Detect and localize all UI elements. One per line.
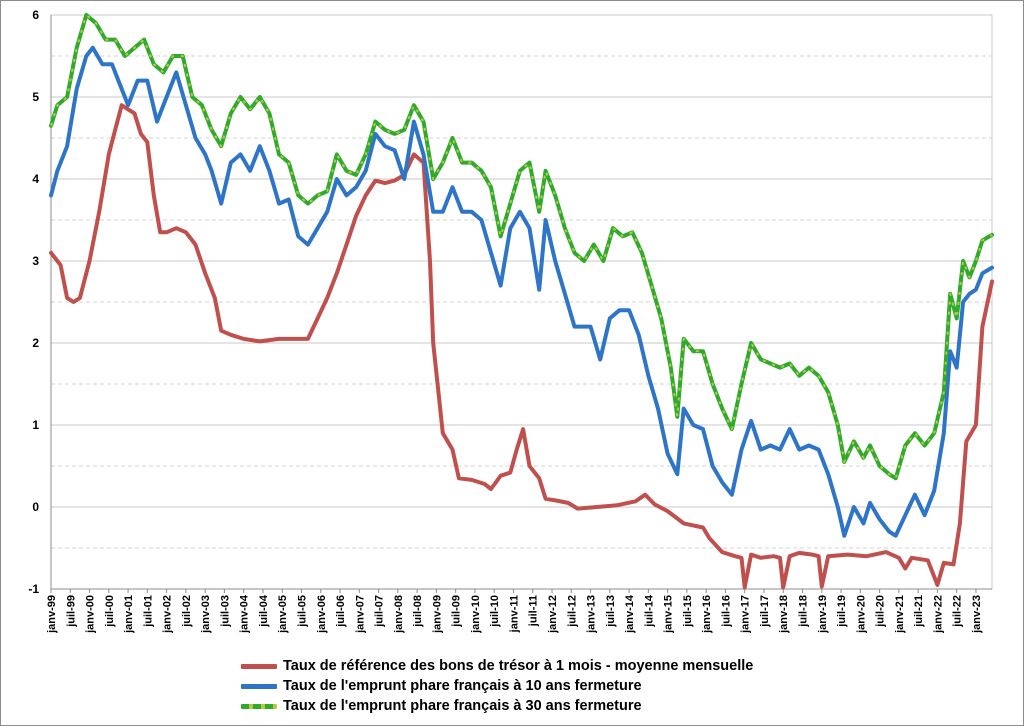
y-tick-label: 5	[32, 90, 39, 104]
x-tick-label: juil-02	[181, 595, 193, 628]
x-tick-label: janv-14	[624, 594, 636, 634]
x-tick-label: janv-04	[239, 594, 251, 634]
x-tick-label: juil-05	[297, 595, 309, 628]
series-line-1	[49, 103, 994, 590]
x-tick-label: juil-14	[643, 594, 655, 628]
x-tick-label: juil-19	[836, 595, 848, 628]
x-tick-label: juil-99	[65, 595, 77, 628]
x-tick-label: janv-10	[470, 595, 482, 634]
series-line-2	[49, 45, 994, 538]
x-tick-label: janv-15	[663, 595, 675, 634]
x-tick-label: janv-00	[85, 595, 97, 634]
x-tick-label: juil-12	[566, 595, 578, 628]
x-tick-label: janv-22	[932, 595, 944, 634]
y-tick-label: 2	[32, 336, 39, 350]
series-lines	[49, 13, 994, 590]
y-tick-label: 6	[32, 8, 39, 22]
x-axis: janv-99 juil-99 janv-00 juil-00 janv-01 juil-…	[46, 588, 992, 634]
x-tick-label: juil-21	[913, 595, 925, 628]
y-axis: -1 0 1 2 3 4 5 6	[28, 8, 52, 596]
y-tick-label: -1	[28, 582, 39, 596]
x-tick-label: juil-11	[528, 595, 540, 627]
x-tick-label: juil-00	[104, 595, 116, 628]
x-tick-label: juil-20	[875, 595, 887, 628]
x-tick-label: janv-11	[508, 595, 520, 633]
x-tick-label: janv-21	[894, 595, 906, 634]
x-tick-label: janv-19	[817, 595, 829, 634]
y-tick-label: 4	[32, 172, 39, 186]
x-tick-label: janv-05	[277, 595, 289, 634]
legend-item-30y: Taux de l'emprunt phare français à 30 an…	[241, 696, 753, 716]
legend-swatch	[241, 663, 277, 669]
legend: Taux de référence des bons de trésor à 1…	[241, 656, 753, 716]
x-tick-label: juil-17	[759, 595, 771, 628]
legend-label: Taux de référence des bons de trésor à 1…	[283, 658, 754, 674]
series-line-3	[49, 13, 994, 481]
series-line-3-dash-overlay	[50, 14, 993, 480]
legend-item-1m: Taux de référence des bons de trésor à 1…	[241, 656, 753, 676]
x-tick-label: janv-12	[547, 595, 559, 634]
legend-label: Taux de l'emprunt phare français à 10 an…	[283, 678, 642, 694]
x-tick-label: juil-03	[219, 595, 231, 628]
x-tick-label: juil-07	[374, 595, 386, 628]
x-tick-label: janv-20	[855, 595, 867, 634]
x-tick-label: juil-15	[682, 595, 694, 628]
legend-swatch	[241, 703, 277, 709]
x-tick-label: juil-10	[489, 595, 501, 628]
y-tick-label: 1	[32, 418, 39, 432]
y-tick-label: 3	[32, 254, 39, 268]
x-tick-label: juil-08	[412, 595, 424, 628]
x-tick-label: juil-06	[335, 595, 347, 628]
x-tick-label: juil-04	[258, 594, 270, 628]
legend-item-10y: Taux de l'emprunt phare français à 10 an…	[241, 676, 753, 696]
x-tick-label: janv-99	[46, 595, 58, 634]
x-tick-label: janv-01	[123, 595, 135, 634]
y-tick-label: 0	[32, 500, 39, 514]
x-tick-label: janv-13	[586, 595, 598, 634]
x-tick-label: janv-06	[316, 595, 328, 634]
x-tick-label: janv-08	[393, 595, 405, 634]
x-tick-label: janv-16	[701, 595, 713, 634]
x-tick-label: juil-09	[451, 595, 463, 628]
x-tick-label: janv-07	[354, 595, 366, 634]
x-tick-label: janv-09	[431, 595, 443, 634]
x-tick-label: juil-18	[798, 595, 810, 628]
x-tick-label: janv-18	[778, 595, 790, 634]
x-tick-label: juil-01	[142, 595, 154, 628]
x-tick-label: juil-16	[720, 595, 732, 628]
x-tick-label: juil-13	[605, 595, 617, 628]
x-tick-label: janv-23	[971, 595, 983, 634]
gridlines	[51, 14, 993, 589]
x-tick-label: janv-03	[200, 595, 212, 634]
x-tick-label: juil-22	[952, 595, 964, 628]
x-tick-label: janv-02	[162, 595, 174, 634]
legend-label: Taux de l'emprunt phare français à 30 an…	[283, 698, 642, 714]
legend-swatch	[241, 683, 277, 689]
x-tick-label: janv-17	[740, 595, 752, 634]
